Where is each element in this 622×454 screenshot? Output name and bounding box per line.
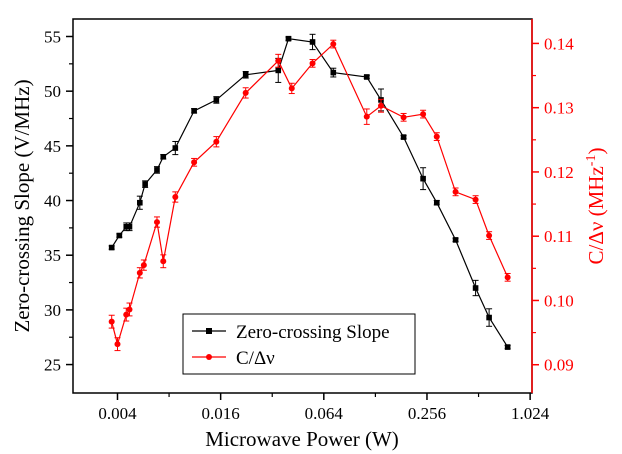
ratio-point — [191, 159, 198, 166]
legend-box — [182, 313, 416, 375]
x-tick-label: 0.064 — [305, 404, 344, 423]
slope-point — [363, 74, 370, 80]
slope-point — [108, 244, 115, 251]
right-y-axis-ticks: 0.09 0.10 0.11 0.12 0.13 0.14 — [531, 19, 574, 393]
left-y-tick-label: 45 — [44, 137, 61, 156]
ratio-series-line — [111, 43, 509, 347]
ratio-point — [309, 60, 316, 67]
ratio-point — [123, 311, 130, 318]
ratio-point — [486, 232, 493, 239]
ratio-point — [330, 41, 337, 48]
right-y-axis-label-main: C/Δν (MHz — [584, 166, 608, 264]
ratio-point — [472, 196, 479, 203]
ratio-point — [153, 219, 160, 226]
slope-point — [330, 69, 337, 76]
slope-point — [137, 199, 143, 206]
slope-point — [123, 223, 130, 230]
right-y-tick-label: 0.13 — [544, 99, 574, 118]
ratio-point — [420, 111, 427, 118]
ratio-point — [400, 114, 407, 121]
ratio-point — [288, 85, 295, 92]
x-axis-ticks: 0.004 0.016 0.064 0.256 1.024 — [98, 393, 550, 423]
slope-point — [116, 232, 123, 239]
slope-point — [275, 67, 282, 74]
slope-point — [472, 285, 479, 291]
right-y-axis-label-end: ) — [584, 148, 608, 155]
ratio-point — [377, 102, 384, 109]
slope-series-line — [111, 38, 509, 348]
legend-marker-ratio — [206, 354, 212, 360]
right-y-tick-label: 0.11 — [544, 227, 573, 246]
x-tick-label: 0.016 — [202, 404, 240, 423]
right-y-tick-label: 0.10 — [544, 291, 574, 310]
ratio-point — [433, 133, 440, 140]
slope-point — [172, 145, 179, 151]
ratio-point — [160, 258, 167, 265]
slope-point — [486, 314, 492, 321]
ratio-point — [242, 89, 249, 96]
left-y-tick-label: 25 — [44, 356, 61, 375]
left-y-axis-ticks: 25 30 35 40 45 50 55 — [44, 27, 73, 375]
slope-point — [242, 71, 249, 78]
slope-point — [433, 199, 440, 206]
slope-point — [420, 175, 426, 182]
legend-marker-slope — [206, 328, 212, 334]
left-y-tick-label: 50 — [44, 82, 61, 101]
ratio-point — [172, 194, 179, 201]
ratio-point — [140, 262, 147, 269]
slope-point — [309, 39, 316, 45]
left-y-tick-label: 40 — [44, 192, 61, 211]
series-layer — [108, 33, 511, 352]
legend-label-slope: Zero-crossing Slope — [236, 322, 390, 343]
right-y-axis-label: C/Δν (MHz-1) — [584, 148, 608, 265]
ratio-point — [126, 306, 133, 313]
slope-point — [154, 167, 160, 173]
ratio-point — [108, 318, 115, 325]
slope-point — [285, 35, 292, 42]
left-y-tick-label: 30 — [44, 301, 61, 320]
slope-point — [504, 344, 511, 350]
x-tick-label: 0.004 — [98, 404, 137, 423]
x-tick-label: 0.256 — [408, 404, 446, 423]
ratio-point — [363, 113, 370, 120]
slope-point — [191, 108, 197, 114]
slope-point — [160, 153, 167, 160]
x-axis-label: Microwave Power (W) — [205, 427, 399, 451]
slope-point — [142, 181, 148, 187]
slope-point — [400, 134, 407, 140]
right-y-tick-label: 0.12 — [544, 163, 574, 182]
slope-point — [452, 237, 459, 243]
ratio-point — [213, 138, 220, 145]
ratio-point — [452, 188, 459, 195]
legend: Zero-crossing Slope C/Δν — [182, 313, 416, 375]
right-y-tick-label: 0.14 — [544, 34, 574, 53]
x-tick-label: 1.024 — [511, 404, 550, 423]
ratio-point — [275, 57, 282, 64]
ratio-point — [114, 341, 121, 348]
right-y-tick-label: 0.09 — [544, 356, 574, 375]
right-y-axis-label-superscript: -1 — [584, 155, 599, 167]
left-y-tick-label: 55 — [44, 27, 61, 46]
ratio-point — [504, 274, 511, 281]
ratio-point — [136, 269, 143, 276]
left-y-axis-label: Zero-crossing Slope (V/MHz) — [10, 79, 34, 332]
left-y-tick-label: 35 — [44, 246, 61, 265]
legend-label-ratio: C/Δν — [236, 348, 275, 369]
slope-point — [213, 97, 220, 103]
slope-point — [126, 223, 133, 230]
